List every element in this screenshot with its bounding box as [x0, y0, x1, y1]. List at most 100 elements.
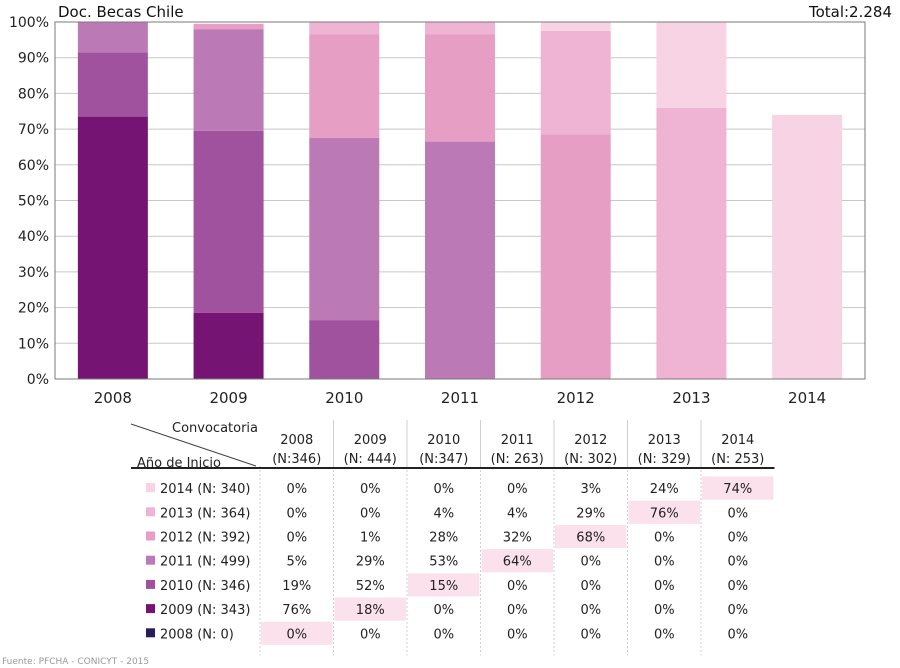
bar-segment — [309, 138, 380, 321]
table-cell: 29% — [576, 506, 605, 521]
table-cell: 53% — [429, 555, 458, 570]
y-tick-label: 30% — [18, 265, 49, 281]
y-tick-label: 10% — [18, 336, 49, 352]
bar-segment — [77, 52, 148, 117]
bar-segment — [77, 116, 148, 379]
bar-segment — [425, 22, 495, 35]
chart-title: Doc. Becas Chile — [58, 3, 184, 21]
table-cell: 18% — [356, 603, 385, 618]
bar-segment — [193, 23, 264, 30]
bar-segment — [656, 22, 727, 108]
y-tick-label: 50% — [18, 194, 49, 210]
y-tick-label: 60% — [18, 158, 49, 174]
table-cell: 0% — [727, 531, 748, 546]
highlight-cell — [555, 524, 627, 549]
table-cell: 0% — [580, 603, 601, 618]
bar-segment — [772, 114, 843, 379]
column-count: (N: 302) — [564, 452, 617, 467]
table-cell: 1% — [360, 531, 381, 546]
column-year: 2013 — [648, 433, 681, 448]
highlight-cell — [261, 621, 333, 645]
legend-swatch — [146, 531, 155, 541]
row-label: 2011 (N: 499) — [160, 555, 250, 570]
table-cell: 0% — [580, 579, 601, 594]
y-tick-label: 20% — [18, 301, 49, 317]
stacked-bar-chart: 0%10%20%30%40%50%60%70%80%90%100% 2008 20… — [9, 3, 892, 407]
chart-total: Total:2.284 — [808, 3, 892, 21]
source-note: Fuente: PFCHA - CONICYT - 2015 — [2, 657, 149, 667]
table-cell: 0% — [507, 579, 528, 594]
table-cell: 0% — [727, 579, 748, 594]
table-cell: 3% — [580, 482, 601, 497]
bar-segment — [540, 134, 611, 379]
y-tick-label: 40% — [18, 229, 49, 245]
bar-segment — [193, 312, 264, 379]
highlight-cells — [261, 476, 774, 645]
table-header: 2008 (N:346) 2009 (N: 444) 2010 (N:347) 2011 (N… — [272, 433, 764, 467]
column-count: (N: 329) — [638, 452, 691, 467]
row-label: 2014 (N: 340) — [160, 482, 250, 497]
table-cell: 0% — [286, 531, 307, 546]
bar-segment — [425, 141, 495, 379]
convocatoria-label: Convocatoria — [172, 421, 258, 436]
bar-segment — [540, 30, 611, 135]
column-year: 2008 — [280, 433, 313, 448]
table-cell: 29% — [356, 555, 385, 570]
table-cell: 0% — [433, 482, 454, 497]
table-cell: 0% — [727, 506, 748, 521]
table-cell: 0% — [580, 555, 601, 570]
table-cell: 0% — [654, 627, 675, 642]
highlight-cell — [334, 597, 406, 621]
legend-swatch — [146, 507, 155, 517]
highlight-cell — [702, 476, 774, 500]
table-cell: 0% — [580, 627, 601, 642]
table-cell: 76% — [282, 603, 311, 618]
y-tick-label: 100% — [9, 15, 49, 31]
column-year: 2012 — [574, 433, 607, 448]
highlight-cell — [408, 573, 480, 597]
highlight-cell — [628, 500, 700, 524]
bar-segment — [309, 320, 380, 379]
table-cell: 0% — [727, 603, 748, 618]
table-cell: 0% — [286, 627, 307, 642]
bar-segment — [656, 107, 727, 380]
table-cell: 0% — [507, 627, 528, 642]
x-tick-label: 2009 — [209, 389, 247, 407]
table-lines — [131, 420, 775, 656]
table-cell: 64% — [503, 555, 532, 570]
legend-swatch — [146, 579, 155, 589]
table-cell: 52% — [356, 579, 385, 594]
table-cell: 0% — [360, 506, 381, 521]
column-count: (N:346) — [272, 452, 321, 467]
table-cell: 5% — [286, 555, 307, 570]
legend-swatch — [146, 483, 155, 493]
row-label: 2009 (N: 343) — [160, 603, 250, 618]
column-year: 2010 — [427, 433, 460, 448]
x-tick-label: 2011 — [441, 389, 479, 407]
column-count: (N: 444) — [344, 452, 397, 467]
table-cell: 0% — [286, 482, 307, 497]
bars — [77, 22, 843, 380]
y-tick-label: 90% — [18, 51, 49, 67]
x-tick-label: 2013 — [672, 389, 710, 407]
row-label: 2013 (N: 364) — [160, 506, 250, 521]
table-cell: 0% — [286, 506, 307, 521]
table-cell: 74% — [723, 482, 752, 497]
table-cell: 0% — [433, 603, 454, 618]
table-cell: 32% — [503, 531, 532, 546]
table-cell: 0% — [654, 531, 675, 546]
column-count: (N: 253) — [711, 452, 764, 467]
table-cell: 0% — [727, 627, 748, 642]
row-label: 2008 (N: 0) — [160, 627, 234, 642]
column-count: (N: 263) — [491, 452, 544, 467]
table-cell: 0% — [507, 482, 528, 497]
table-cell: 15% — [429, 579, 458, 594]
table-cell: 0% — [654, 555, 675, 570]
row-label: 2010 (N: 346) — [160, 579, 250, 594]
y-tick-label: 70% — [18, 122, 49, 138]
x-tick-label: 2014 — [788, 389, 826, 407]
table-cell: 19% — [282, 579, 311, 594]
legend-swatch — [146, 555, 155, 565]
x-tick-label: 2010 — [325, 389, 363, 407]
bar-segment — [309, 34, 380, 139]
